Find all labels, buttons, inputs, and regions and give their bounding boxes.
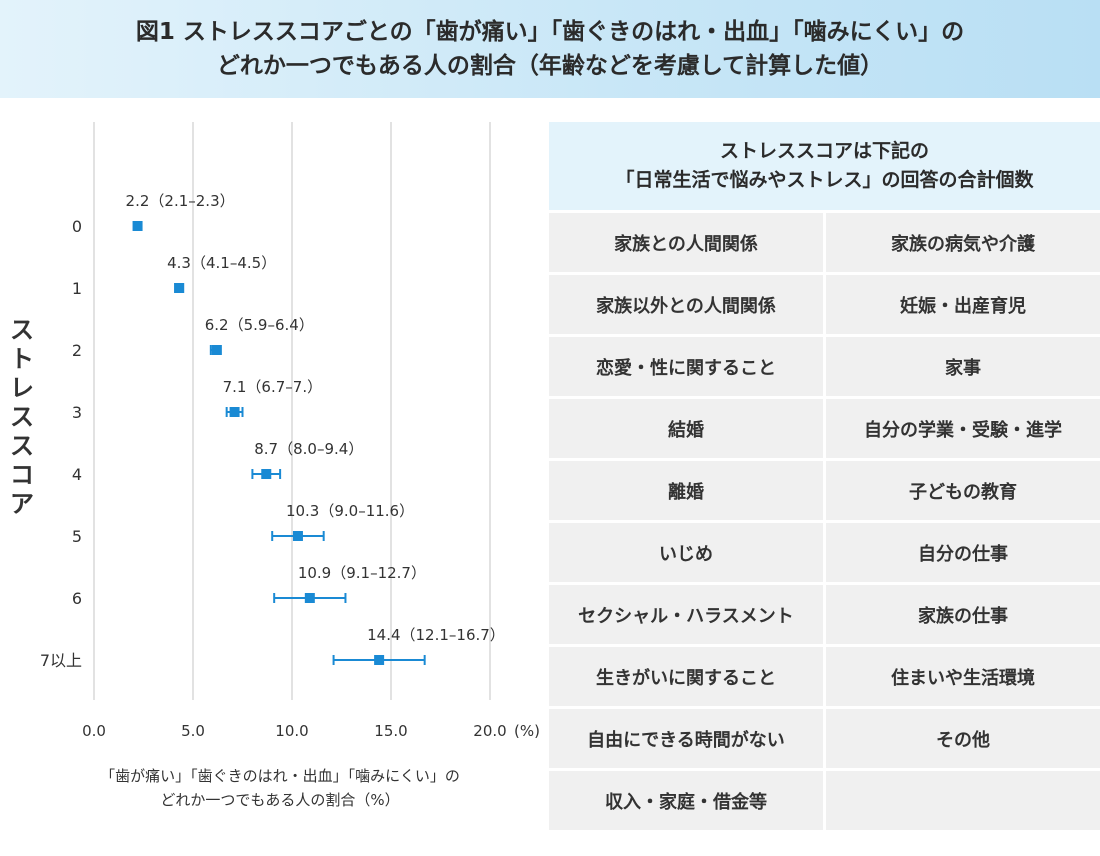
data-label: 10.3（9.0–11.6） <box>286 502 414 520</box>
data-label: 6.2（5.9–6.4） <box>205 316 314 334</box>
y-category-label: 6 <box>72 589 82 608</box>
y-category-label: 3 <box>72 403 82 422</box>
table-grid: 家族との人間関係 家族の病気や介護 家族以外との人間関係 妊娠・出産育児 恋愛・性に関す… <box>549 213 1100 830</box>
table-cell: 家事 <box>826 337 1100 396</box>
data-point <box>229 407 240 417</box>
table-cell: 家族の仕事 <box>826 585 1100 644</box>
y-category-label: 5 <box>72 527 82 546</box>
figure-title-line-2: どれか一つでもある人の割合（年齢などを考慮して計算した値） <box>216 53 884 79</box>
table-header: ストレススコアは下記の 「日常生活で悩みやストレス」の回答の合計個数 <box>549 122 1100 210</box>
data-point <box>261 469 272 479</box>
data-label: 8.7（8.0–9.4） <box>254 440 363 458</box>
table-cell: 自分の仕事 <box>826 523 1100 582</box>
table-cell: 恋愛・性に関すること <box>549 337 823 396</box>
x-tick-label: 0.0 <box>82 722 106 740</box>
table-header-line-2: 「日常生活で悩みやストレス」の回答の合計個数 <box>615 169 1034 191</box>
data-point <box>374 655 385 665</box>
x-axis-label-line-1: 「歯が痛い」「歯ぐきのはれ・出血」「噛みにくい」の <box>100 767 460 785</box>
table-cell: 家族との人間関係 <box>549 213 823 272</box>
table-cell: 家族の病気や介護 <box>826 213 1100 272</box>
table-cell: その他 <box>826 709 1100 768</box>
table-cell: 離婚 <box>549 461 823 520</box>
y-category-label: 7以上 <box>40 651 82 670</box>
forest-plot: 0.0 5.0 10.0 15.0 20.0 (%) ストレススコア 0 2.2（2.1–2.3… <box>10 122 540 740</box>
data-label: 7.1（6.7–7.） <box>223 378 323 396</box>
data-point <box>132 221 143 231</box>
stress-items-table: ストレススコアは下記の 「日常生活で悩みやストレス」の回答の合計個数 家族との人… <box>549 122 1100 830</box>
data-label: 2.2（2.1–2.3） <box>126 192 235 210</box>
x-axis-unit: (%) <box>514 722 540 740</box>
data-label: 4.3（4.1–4.5） <box>167 254 276 272</box>
table-cell: 家族以外との人間関係 <box>549 275 823 334</box>
data-point <box>174 283 185 293</box>
data-point <box>304 593 315 603</box>
data-label: 10.9（9.1–12.7） <box>298 564 426 582</box>
table-cell: 生きがいに関すること <box>549 647 823 706</box>
table-cell: 子どもの教育 <box>826 461 1100 520</box>
figure-title-line-1: 図1 ストレススコアごとの「歯が痛い」「歯ぐきのはれ・出血」「噛みにくい」の <box>135 19 965 45</box>
table-cell: 結婚 <box>549 399 823 458</box>
table-cell: セクシャル・ハラスメント <box>549 585 823 644</box>
y-category-label: 4 <box>72 465 82 484</box>
x-axis-label: 「歯が痛い」「歯ぐきのはれ・出血」「噛みにくい」の どれか一つでもある人の割合（… <box>60 764 500 812</box>
table-cell <box>826 771 1100 830</box>
y-category-label: 0 <box>72 217 82 236</box>
y-category-label: 2 <box>72 341 82 360</box>
x-tick-label: 20.0 <box>473 722 506 740</box>
x-axis-label-line-2: どれか一つでもある人の割合（%） <box>160 791 400 809</box>
table-cell: 自分の学業・受験・進学 <box>826 399 1100 458</box>
figure-title-banner: 図1 ストレススコアごとの「歯が痛い」「歯ぐきのはれ・出血」「噛みにくい」の ど… <box>0 0 1100 98</box>
x-tick-label: 5.0 <box>181 722 205 740</box>
y-category-label: 1 <box>72 279 82 298</box>
table-cell: 住まいや生活環境 <box>826 647 1100 706</box>
y-axis-label: ストレススコア <box>10 316 34 518</box>
table-cell: 自由にできる時間がない <box>549 709 823 768</box>
x-tick-label: 10.0 <box>275 722 308 740</box>
data-label: 14.4（12.1–16.7） <box>367 626 505 644</box>
data-point <box>292 531 303 541</box>
table-header-line-1: ストレススコアは下記の <box>719 140 929 162</box>
table-cell: 収入・家庭・借金等 <box>549 771 823 830</box>
table-cell: いじめ <box>549 523 823 582</box>
table-cell: 妊娠・出産育児 <box>826 275 1100 334</box>
data-point <box>211 345 222 355</box>
x-tick-label: 15.0 <box>374 722 407 740</box>
